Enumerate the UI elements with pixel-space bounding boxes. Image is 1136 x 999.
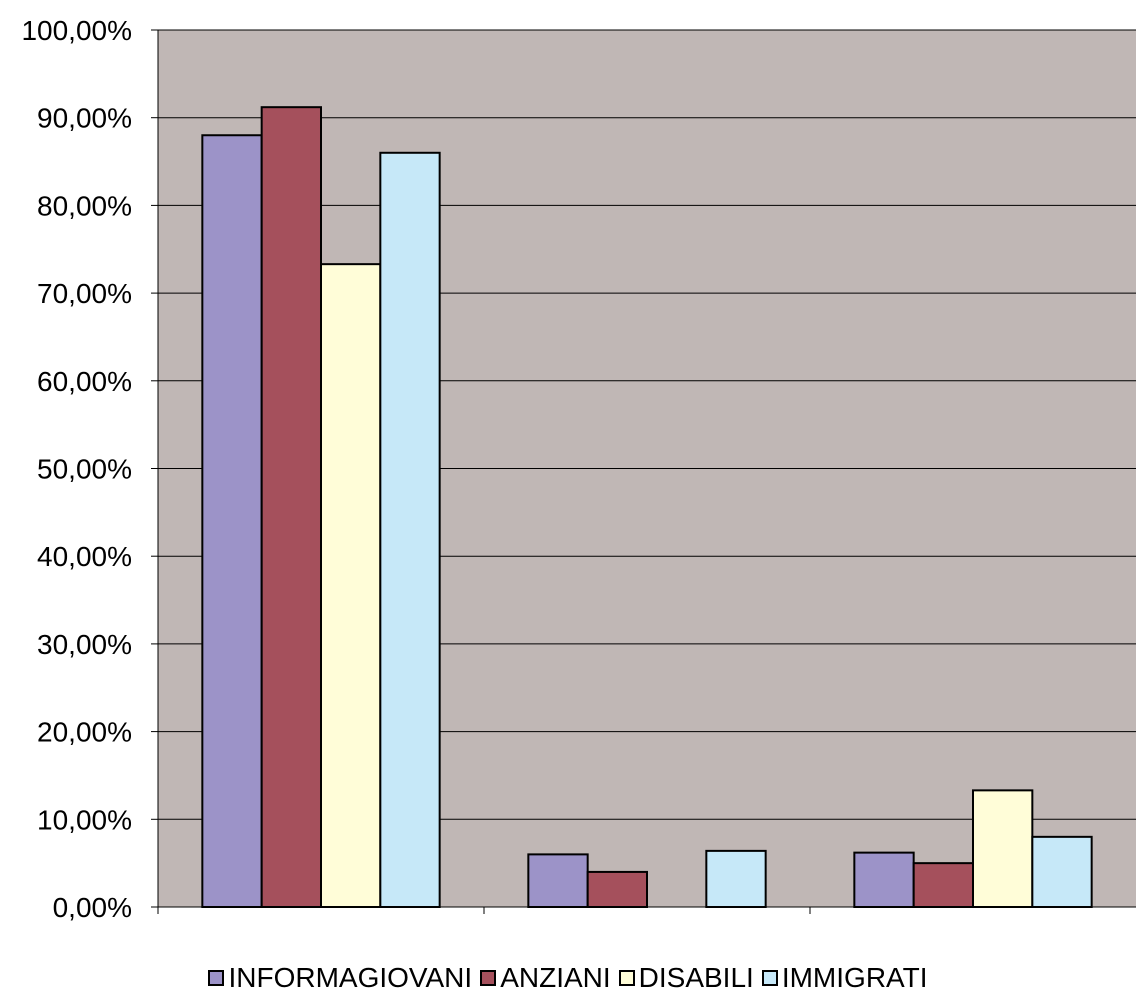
bar — [912, 862, 975, 909]
bar — [379, 151, 441, 908]
legend-label: ANZIANI — [500, 962, 611, 993]
legend-label: DISABILI — [638, 962, 754, 993]
bar — [527, 853, 589, 909]
y-tick-label: 90,00% — [37, 103, 132, 134]
legend-label: INFORMAGIOVANI — [228, 962, 473, 993]
legend-swatch — [208, 970, 225, 986]
bar — [1031, 835, 1093, 909]
y-tick-label: 10,00% — [37, 804, 132, 835]
y-tick-label: 70,00% — [37, 278, 132, 309]
bar — [705, 849, 767, 909]
bar — [201, 134, 263, 909]
legend-item: IMMIGRATI — [761, 962, 928, 994]
legend-swatch — [761, 970, 778, 986]
legend-swatch — [480, 970, 497, 986]
legend-item: ANZIANI — [480, 962, 611, 994]
bar — [853, 851, 915, 908]
bar-chart: 0,00% 10,00% 20,00% 30,00% 40,00% 50,00% 60,00… — [21, 15, 1136, 923]
legend-swatch — [618, 970, 635, 986]
y-tick-label: 50,00% — [37, 454, 132, 485]
y-tick-label: 60,00% — [37, 366, 132, 397]
chart-legend: INFORMAGIOVANI ANZIANI DISABILI IMMIGRATI — [0, 958, 1136, 998]
bar — [260, 106, 322, 908]
y-tick-label: 80,00% — [37, 190, 132, 221]
bar — [586, 870, 649, 908]
y-tick-label: 40,00% — [37, 541, 132, 572]
y-tick-label: 100,00% — [21, 15, 132, 46]
legend-item: INFORMAGIOVANI — [208, 962, 472, 994]
y-tick-label: 20,00% — [37, 717, 132, 748]
legend-item: DISABILI — [618, 962, 754, 994]
legend-label: IMMIGRATI — [781, 962, 928, 993]
y-tick-label: 30,00% — [37, 629, 132, 660]
y-tick-label: 0,00% — [53, 892, 132, 923]
bar — [320, 263, 382, 908]
bar — [972, 789, 1034, 909]
